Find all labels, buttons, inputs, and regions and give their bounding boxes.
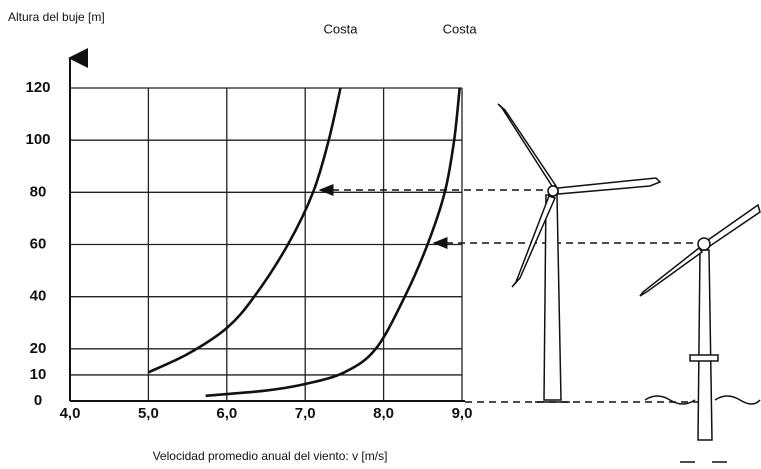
blade xyxy=(498,104,556,186)
chart: Altura del buje [m] Velocidad promedio a… xyxy=(0,0,761,469)
hub xyxy=(548,186,558,196)
y-tick-label: 80 xyxy=(30,183,47,200)
x-tick-label: 5,0 xyxy=(138,405,159,422)
y-tick-label: 20 xyxy=(30,340,47,357)
y-tick-label: 10 xyxy=(30,366,47,383)
hub xyxy=(698,238,710,250)
x-tick-label: 7,0 xyxy=(295,405,316,422)
y-tick-label: 40 xyxy=(30,288,47,305)
x-tick-label: 6,0 xyxy=(216,405,237,422)
blade xyxy=(558,178,660,194)
x-axis-label: Velocidad promedio anual del viento: v [… xyxy=(153,449,388,463)
y-tick-label: 100 xyxy=(25,131,50,148)
turbine-offshore xyxy=(640,205,760,462)
tower xyxy=(544,195,561,400)
blade xyxy=(708,205,760,246)
curve xyxy=(206,88,460,396)
y-tick-label: 60 xyxy=(30,235,47,252)
x-tick-label: 9,0 xyxy=(452,405,473,422)
blade xyxy=(640,248,702,296)
curve xyxy=(148,88,340,372)
axes xyxy=(70,58,465,401)
y-tick-label: 120 xyxy=(25,79,50,96)
y-axis-label: Altura del buje [m] xyxy=(8,10,105,24)
tower xyxy=(698,250,712,440)
platform xyxy=(690,355,718,361)
y-tick-label: 0 xyxy=(34,392,42,409)
dashed-guides xyxy=(320,190,700,402)
series-label: Costa xyxy=(443,21,478,36)
x-tick-label: 4,0 xyxy=(60,405,81,422)
series-label: Costa xyxy=(323,21,358,36)
x-tick-label: 8,0 xyxy=(373,405,394,422)
turbine-onshore xyxy=(498,104,660,402)
